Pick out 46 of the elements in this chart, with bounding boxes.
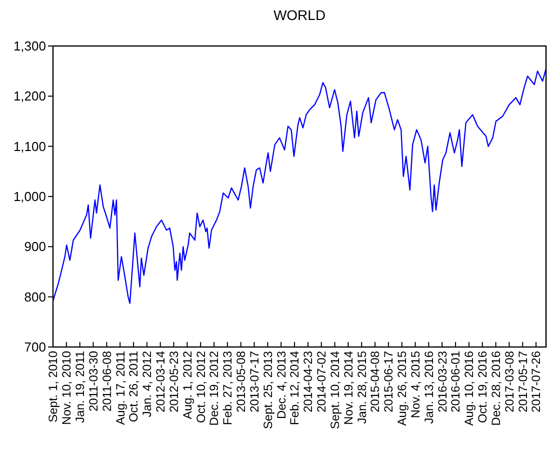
x-tick-label: Dec. 28, 2016 xyxy=(488,350,503,426)
line-series xyxy=(52,68,546,304)
x-tick-label: Jan. 4, 2012 xyxy=(140,350,154,418)
x-tick-label: Nov. 19, 2014 xyxy=(341,350,356,425)
x-tick-label: Feb. 27, 2013 xyxy=(220,350,235,426)
x-tick-label: 2016-03-23 xyxy=(435,350,450,412)
x-tick-label: Dec. 19, 2012 xyxy=(207,350,222,426)
x-tick-label: Jan. 19, 2011 xyxy=(73,350,88,423)
x-tick-label: 2017-03-08 xyxy=(502,350,516,412)
y-tick-label: 900 xyxy=(24,239,46,254)
y-tick-label: 700 xyxy=(24,340,46,355)
x-tick-label: 2013-07-17 xyxy=(247,350,262,412)
y-tick-label: 800 xyxy=(24,289,46,304)
x-tick-label: 2015-06-17 xyxy=(382,350,396,412)
x-tick-label: 2013-05-08 xyxy=(234,350,248,412)
x-tick-label: Nov. 4, 2015 xyxy=(408,350,422,418)
x-tick-label: 2017-07-26 xyxy=(529,350,544,412)
x-tick-label: 2011-03-30 xyxy=(86,350,100,412)
x-tick-label: 2017-05-17 xyxy=(516,350,530,412)
y-tick-label: 1,100 xyxy=(13,138,46,154)
x-tick-label: 2012-05-23 xyxy=(166,350,181,412)
x-tick-label: Nov. 10, 2010 xyxy=(60,350,74,425)
x-tick-label: Sept. 25, 2013 xyxy=(260,350,275,430)
x-tick-label: 2014-04-23 xyxy=(301,350,316,412)
x-tick-label: 2011-06-08 xyxy=(100,350,114,412)
chart-title: WORLD xyxy=(273,7,326,23)
y-tick-label: 1,000 xyxy=(13,189,46,204)
x-tick-label: 2012-03-14 xyxy=(154,350,168,412)
y-tick-label: 1,200 xyxy=(13,88,46,104)
y-tick-label: 1,300 xyxy=(13,38,46,54)
x-tick-label: 2016-06-01 xyxy=(448,350,463,412)
x-tick-label: Sept. 1, 2010 xyxy=(46,350,60,422)
x-tick-label: Sept. 10, 2014 xyxy=(328,350,342,430)
x-tick-label: Aug. 1, 2012 xyxy=(180,350,194,420)
x-tick-label: Jan. 28, 2015 xyxy=(354,350,369,424)
x-tick-label: Dec. 4, 2013 xyxy=(274,350,288,420)
x-tick-label: Aug. 17, 2011 xyxy=(113,350,128,425)
x-tick-label: Feb. 12, 2014 xyxy=(288,350,302,426)
x-tick-label: Aug. 10, 2016 xyxy=(462,350,476,426)
x-tick-label: Oct. 10, 2012 xyxy=(194,350,208,424)
x-tick-label: Oct. 26, 2011 xyxy=(126,350,141,422)
x-tick-label: Jan. 13, 2016 xyxy=(422,350,436,424)
x-tick-label: Oct. 19, 2016 xyxy=(476,350,490,424)
x-tick-label: 2015-04-08 xyxy=(368,350,382,412)
x-tick-label: Aug. 26, 2015 xyxy=(395,350,410,426)
x-tick-label: 2014-07-02 xyxy=(314,350,329,412)
